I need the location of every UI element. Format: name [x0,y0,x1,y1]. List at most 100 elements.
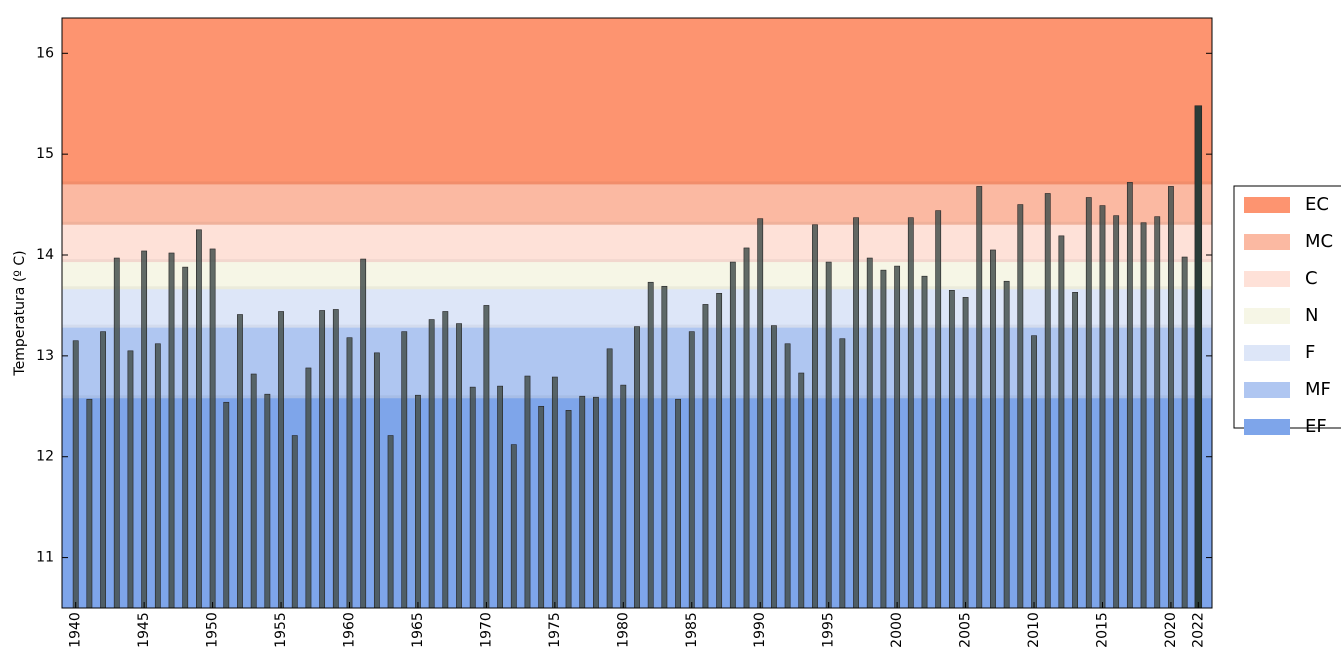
y-tick-label: 12 [36,449,54,465]
bar [894,265,901,609]
y-axis-label: Temperatura (º C) [12,250,28,376]
bar [1099,205,1106,609]
bar [483,305,490,609]
legend-swatch [1244,345,1290,361]
band [62,262,1212,290]
bar [1031,335,1037,609]
bar [606,348,613,609]
bar [264,393,271,609]
bar [223,401,230,609]
bar [812,224,818,609]
bar [866,257,873,609]
bar [154,343,161,609]
legend-swatch [1244,271,1290,287]
bar [168,252,175,609]
bar [551,376,558,609]
bar [510,444,517,609]
bar [757,218,764,609]
bar [688,331,695,609]
legend-label: MC [1305,231,1333,252]
legend-label: C [1305,268,1318,289]
bar [1085,197,1092,609]
bar [784,343,791,609]
bar [346,337,353,609]
bar [373,352,380,609]
bar [278,311,284,609]
bar [1168,186,1174,609]
x-tick-label: 1985 [684,612,700,648]
bar [1113,215,1120,609]
bar [880,269,887,609]
bar [1044,193,1051,609]
legend-swatch [1244,234,1290,250]
bar [702,304,709,609]
bar [675,398,681,609]
x-tick-label: 1980 [615,612,631,648]
bar [634,326,640,609]
bar [72,340,79,609]
bar [1072,292,1078,609]
bar [291,435,298,609]
bar [332,309,339,609]
bar [935,210,942,609]
bar [209,248,216,609]
band [62,289,1212,328]
bar [113,257,120,609]
bar [196,229,202,609]
bar [237,314,243,609]
bar [428,319,435,609]
bar [86,398,93,609]
plot-frame [61,17,1213,609]
bar [853,217,859,609]
x-tick-label: 1955 [273,612,289,648]
bar [716,293,723,609]
bar [360,258,367,609]
bar [647,281,654,609]
bar [319,310,326,609]
y-tick-label: 16 [36,45,54,61]
legend-swatch [1244,197,1290,213]
legend-swatch [1244,419,1290,435]
bar [1017,204,1024,609]
bar [962,297,969,609]
x-tick-label: 1960 [342,612,358,648]
bar [305,367,312,609]
bar [1181,256,1188,609]
bar [976,186,983,609]
x-tick-label: 2000 [889,612,905,648]
legend-swatch [1244,382,1290,398]
x-tick-label: 2020 [1163,612,1179,648]
bar [921,275,928,609]
bar [593,396,599,609]
bar [415,394,421,609]
x-tick-label: 1950 [205,612,221,648]
bar [729,261,736,609]
x-tick-label: 1975 [547,612,563,648]
bar [100,331,106,609]
bar [620,384,627,609]
y-tick-label: 13 [36,348,54,364]
bar [127,350,134,609]
bar [798,372,805,609]
legend-swatch [1244,308,1290,324]
bar [182,266,189,609]
bar [469,386,476,609]
bar [990,249,996,609]
x-tick-label: 1990 [752,612,768,648]
bar [1126,182,1133,609]
bar [387,435,394,609]
bar [948,290,955,609]
legend-label: F [1305,342,1315,363]
bar [456,323,462,609]
bar [907,217,914,609]
bar [743,247,750,609]
bar [141,250,148,609]
bar [401,331,408,609]
x-tick-label: 2022 [1190,612,1206,648]
y-tick-label: 14 [36,247,54,263]
band [62,184,1212,225]
x-tick-label: 1940 [68,612,84,648]
bar [538,405,545,609]
x-tick-label: 1965 [410,612,426,648]
bar [579,395,586,609]
